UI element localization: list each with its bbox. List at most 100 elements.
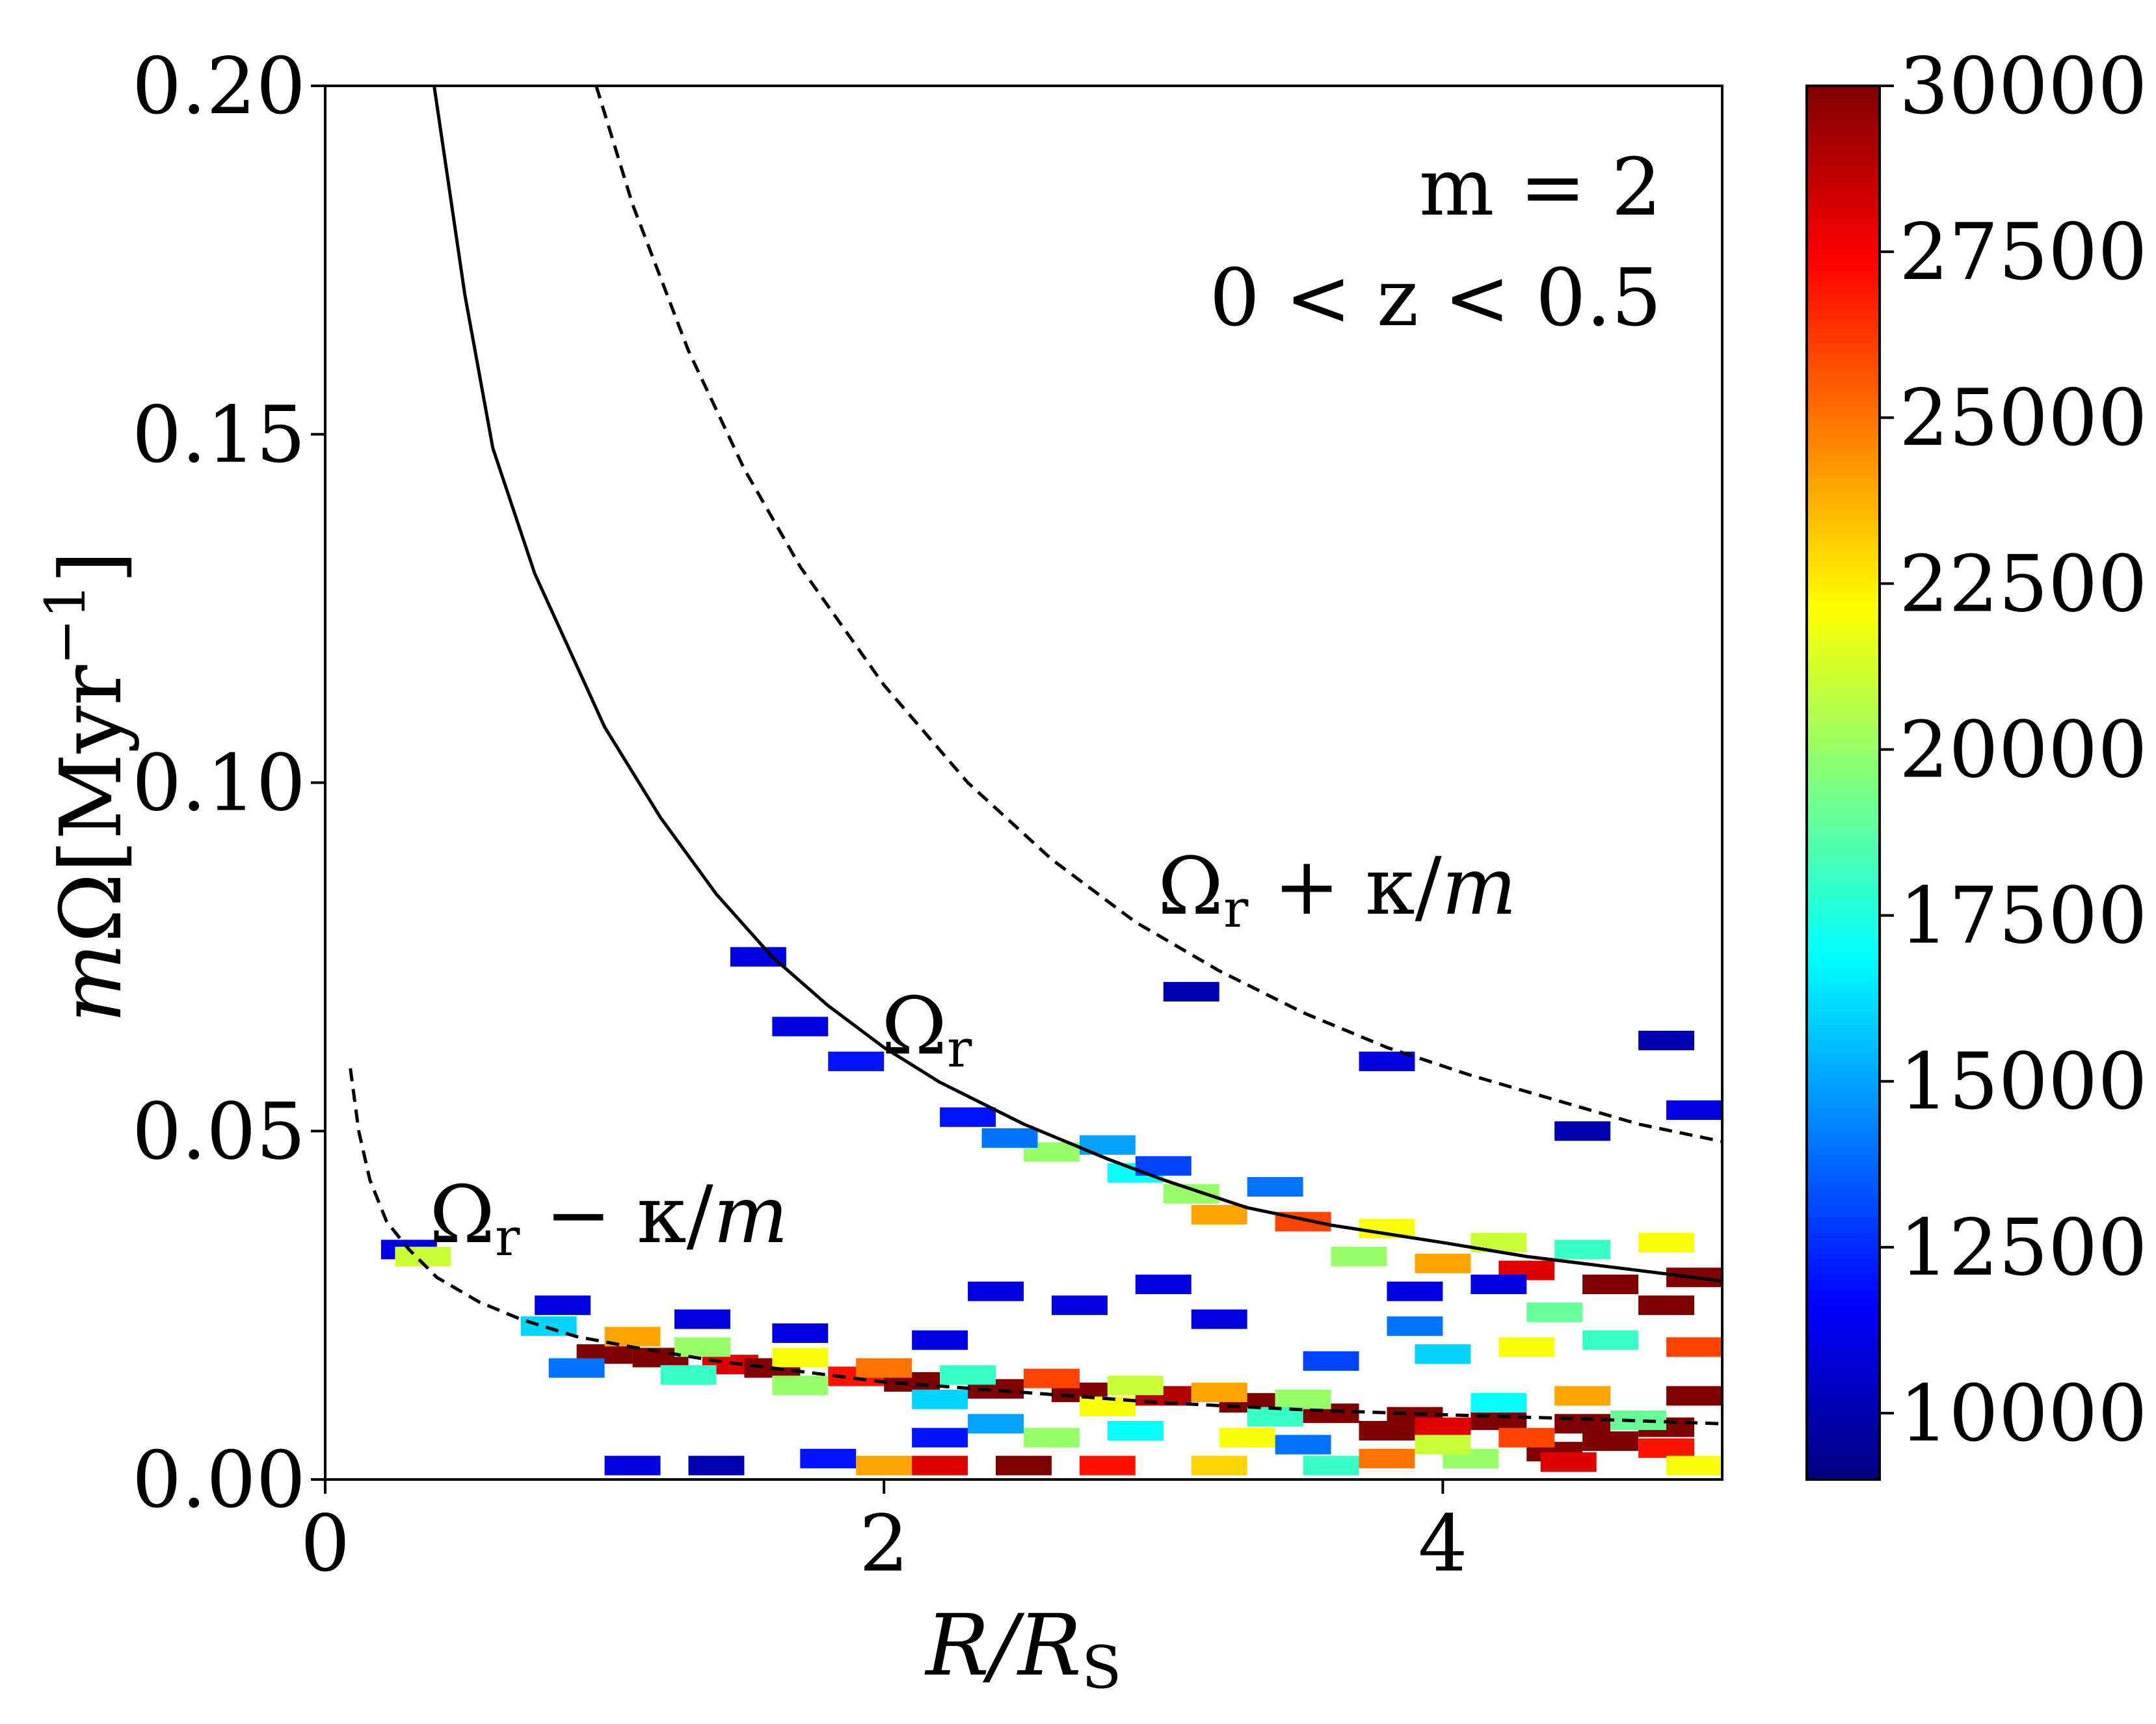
heatmap-cell (1191, 1309, 1247, 1329)
heatmap-cell (1498, 1427, 1555, 1448)
heatmap-cell (1051, 1295, 1108, 1316)
y-axis-label: mΩ[Myr−1] (34, 551, 140, 1024)
heatmap-cell (1638, 1232, 1695, 1253)
heatmap-cell (772, 1323, 829, 1343)
heatmap-cell (1331, 1247, 1387, 1267)
y-tick-label: 0.05 (132, 1087, 306, 1177)
x-tick-label: 2 (859, 1499, 909, 1589)
heatmap-cell (1163, 981, 1219, 1001)
curve-omega-r (433, 86, 1722, 1283)
heatmap-cell (1666, 1455, 1722, 1476)
heatmap-cell (1219, 1427, 1275, 1448)
heatmap-cell (1415, 1344, 1471, 1364)
curve-layer (349, 86, 1722, 1426)
colorbar-tick-label: 10000 (1899, 1369, 2148, 1459)
colorbar-tick-label: 17500 (1899, 871, 2148, 962)
colorbar-tick-label: 22500 (1899, 539, 2148, 630)
heatmap-cell (1079, 1455, 1136, 1476)
heatmap-cell (1471, 1393, 1527, 1413)
colorbar-tick-label: 12500 (1899, 1203, 2148, 1293)
heatmap-cell (1638, 1295, 1695, 1316)
curve-omega-r-minus (349, 1068, 1722, 1426)
heatmap-cell (856, 1358, 912, 1378)
heatmap-cell (688, 1455, 745, 1476)
heatmap-cell (1107, 1420, 1164, 1440)
heatmap-cell (1303, 1455, 1359, 1476)
heatmap-cell (1135, 1274, 1191, 1294)
heatmap-cell (1191, 1455, 1247, 1476)
heatmap-cell (772, 1016, 829, 1037)
heatmap-cell (996, 1455, 1052, 1476)
heatmap-cell (1666, 1386, 1722, 1406)
heatmap-cell (1163, 1184, 1219, 1204)
heatmap-cell (535, 1295, 591, 1316)
heatmap-cell (1359, 1420, 1415, 1440)
heatmap-cell (1024, 1368, 1080, 1388)
heatmap-cell (1191, 1204, 1247, 1225)
heatmap-cell (968, 1281, 1024, 1301)
colorbar-ticks: 30000 27500 25000 22500 20000 17500 15000 12500… (1880, 42, 2148, 1459)
x-axis: 0 2 4 (300, 1479, 1468, 1589)
colorbar-tick-label: 15000 (1899, 1037, 2148, 1128)
heatmap-cell (1498, 1337, 1555, 1357)
heatmap-cell (1582, 1274, 1639, 1294)
heatmap-cell (1415, 1435, 1471, 1455)
label-omega-r: Ωr (881, 980, 972, 1079)
heatmap-cell (772, 1347, 829, 1368)
heatmap-cell (940, 1365, 996, 1385)
heatmap-cell (1107, 1375, 1164, 1396)
heatmap-cell (1638, 1438, 1695, 1458)
heatmap-cell (856, 1455, 912, 1476)
heatmap-cell (1554, 1121, 1611, 1141)
heatmap-cell (772, 1375, 829, 1396)
y-tick-label: 0.15 (132, 390, 306, 481)
heatmap-cell (1554, 1240, 1611, 1260)
heatmap-cell (912, 1455, 968, 1476)
y-axis: 0.00 0.05 0.10 0.15 0.20 (132, 42, 325, 1526)
heatmap-cell (912, 1427, 968, 1448)
heatmap-cell (674, 1337, 730, 1357)
label-omega-r-minus: Ωr − κ/m (429, 1169, 788, 1267)
colorbar (1805, 85, 1881, 1481)
annotation-mode: m = 2 (1419, 141, 1662, 233)
heatmap-cell (1638, 1030, 1695, 1050)
heatmap-cell (1666, 1337, 1722, 1357)
heatmap-cell (940, 1107, 996, 1127)
heatmap-cell (1303, 1351, 1359, 1371)
heatmap-cell (1387, 1316, 1443, 1336)
heatmap-cell (912, 1330, 968, 1350)
heatmap-cell (548, 1358, 605, 1378)
heatmap-cell (828, 1052, 885, 1072)
colorbar-tick-label: 30000 (1899, 42, 2148, 132)
heatmap-cell (674, 1309, 730, 1329)
heatmap-cell (1191, 1383, 1247, 1403)
heatmap-cell (1610, 1410, 1667, 1430)
heatmap-cell (1471, 1410, 1527, 1430)
x-axis-label: R/RS (924, 1596, 1121, 1702)
heatmap-cell (1024, 1427, 1080, 1448)
heatmap-cell (1275, 1435, 1331, 1455)
heatmap-cell (1415, 1253, 1471, 1273)
heatmap-cell (1582, 1431, 1639, 1452)
heatmap-cell (1471, 1274, 1527, 1294)
heatmap-cell (1247, 1176, 1303, 1197)
y-tick-label: 0.20 (132, 42, 306, 132)
heatmap-cell (800, 1448, 857, 1468)
heatmap-cell (912, 1389, 968, 1409)
annotation-zrange: 0 < z < 0.5 (1210, 252, 1662, 344)
heatmap-cell (1582, 1330, 1639, 1350)
heatmap-cell (660, 1365, 717, 1385)
heatmap-cell (1359, 1448, 1415, 1468)
curve-omega-r-plus (594, 86, 1722, 1143)
label-omega-r-plus: Ωr + κ/m (1158, 840, 1517, 939)
heatmap-cell (968, 1414, 1024, 1434)
heatmap-cell (1526, 1302, 1583, 1322)
heatmap-cell (1387, 1281, 1443, 1301)
colorbar-tick-label: 25000 (1899, 373, 2148, 464)
heatmap-cell (1666, 1100, 1722, 1121)
heatmap-cell (1554, 1386, 1611, 1406)
y-tick-label: 0.00 (132, 1435, 306, 1526)
x-tick-label: 4 (1418, 1499, 1467, 1589)
